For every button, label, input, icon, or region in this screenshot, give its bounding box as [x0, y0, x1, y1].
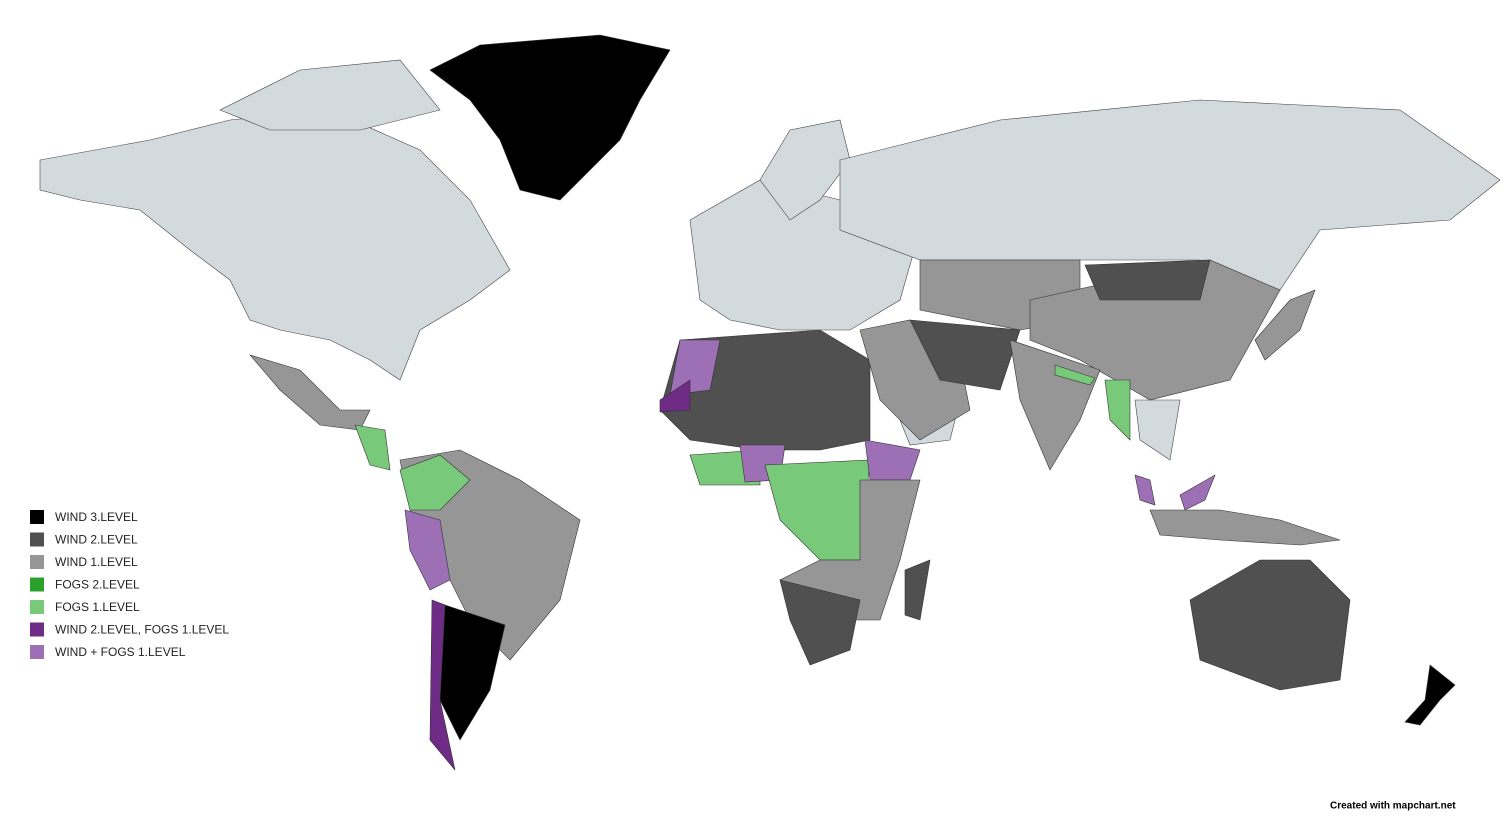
countries: [39, 34, 1501, 771]
chile: [429, 599, 456, 771]
legend: WIND 3.LEVEL WIND 2.LEVEL WIND 1.LEVEL FOGS…: [30, 510, 229, 659]
legend-label: FOGS 2.LEVEL: [55, 578, 140, 592]
legend-label: WIND 1.LEVEL: [55, 555, 138, 569]
malaysia: [1134, 474, 1156, 506]
greenland: [429, 34, 671, 201]
legend-swatch: [30, 555, 44, 569]
legend-label: WIND 3.LEVEL: [55, 510, 138, 524]
peru: [404, 509, 451, 591]
colombia-venezuela: [399, 454, 471, 511]
madagascar: [904, 559, 931, 621]
north-america: [39, 109, 511, 381]
ethiopia: [864, 439, 921, 481]
mongolia: [1084, 259, 1211, 301]
morocco: [669, 339, 721, 396]
arctic-islands: [219, 59, 441, 131]
mexico: [249, 354, 371, 431]
australia: [1189, 559, 1351, 691]
japan: [1254, 289, 1316, 361]
legend-swatch: [30, 622, 44, 637]
legend-swatch: [30, 645, 44, 659]
legend-swatch: [30, 510, 44, 524]
legend-label: WIND + FOGS 1.LEVEL: [55, 645, 186, 659]
southern-africa: [779, 579, 861, 666]
central-africa: [764, 459, 871, 561]
borneo-north: [1179, 474, 1216, 511]
southeast-asia: [1134, 399, 1181, 461]
western-sahara: [659, 379, 691, 413]
legend-label: FOGS 1.LEVEL: [55, 600, 140, 614]
legend-swatch: [30, 577, 44, 592]
nepal: [1054, 364, 1096, 386]
central-america: [354, 424, 391, 471]
legend-label: WIND 2.LEVEL: [55, 533, 138, 547]
legend-label: WIND 2.LEVEL, FOGS 1.LEVEL: [55, 623, 229, 637]
myanmar: [1104, 379, 1131, 441]
indonesia: [1149, 509, 1341, 546]
new-zealand: [1404, 664, 1456, 726]
credit: Created with mapchart.net: [1330, 801, 1456, 812]
argentina: [439, 604, 506, 741]
legend-swatch: [30, 600, 44, 614]
china: [1029, 259, 1281, 401]
iran-afghanistan: [909, 319, 1021, 391]
legend-swatch: [30, 532, 44, 547]
